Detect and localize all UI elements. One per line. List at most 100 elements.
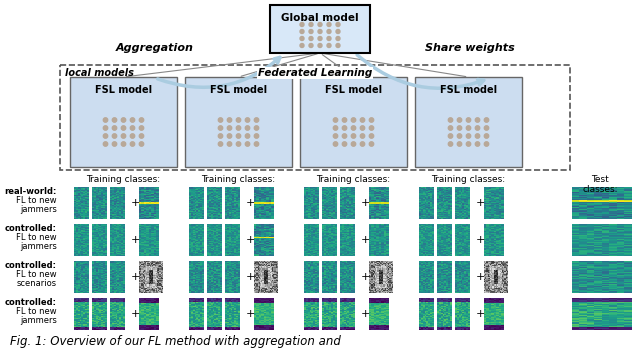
Circle shape (467, 134, 470, 138)
Text: +: + (246, 198, 255, 208)
Circle shape (333, 126, 338, 130)
Circle shape (484, 134, 489, 138)
Circle shape (140, 118, 144, 122)
Text: Global model: Global model (281, 13, 359, 23)
Circle shape (369, 126, 374, 130)
Circle shape (342, 142, 347, 146)
Text: +: + (246, 272, 255, 282)
Bar (270, 5, 370, 53)
Circle shape (112, 126, 116, 130)
Text: jammers: jammers (20, 242, 57, 251)
Text: FSL model: FSL model (325, 85, 382, 95)
Circle shape (131, 118, 134, 122)
Circle shape (131, 142, 134, 146)
Text: Training classes:: Training classes: (86, 175, 161, 184)
Circle shape (112, 118, 116, 122)
Text: +: + (476, 235, 485, 245)
Circle shape (112, 134, 116, 138)
Circle shape (318, 23, 322, 26)
Circle shape (333, 118, 338, 122)
Circle shape (131, 126, 134, 130)
Bar (415, 77, 522, 167)
Circle shape (458, 134, 461, 138)
Circle shape (448, 126, 452, 130)
Text: +: + (476, 309, 485, 319)
Circle shape (227, 126, 232, 130)
Circle shape (103, 134, 108, 138)
Circle shape (458, 126, 461, 130)
Circle shape (112, 142, 116, 146)
Bar (70, 77, 177, 167)
Text: Test
classes:: Test classes: (582, 175, 618, 194)
Circle shape (467, 142, 470, 146)
Text: local models: local models (65, 68, 134, 78)
Circle shape (318, 44, 322, 48)
Circle shape (351, 142, 356, 146)
Circle shape (327, 29, 331, 34)
Text: +: + (361, 198, 371, 208)
Circle shape (140, 126, 144, 130)
Circle shape (236, 134, 241, 138)
Circle shape (360, 118, 365, 122)
Text: Federated Learning: Federated Learning (258, 68, 372, 78)
Circle shape (476, 126, 480, 130)
Circle shape (458, 118, 461, 122)
Text: FSL model: FSL model (210, 85, 267, 95)
Text: FSL model: FSL model (95, 85, 152, 95)
Text: jammers: jammers (20, 316, 57, 325)
Circle shape (245, 126, 250, 130)
Circle shape (369, 118, 374, 122)
Circle shape (300, 37, 304, 40)
Circle shape (351, 118, 356, 122)
Text: Training classes:: Training classes: (431, 175, 506, 184)
Circle shape (333, 134, 338, 138)
Circle shape (309, 44, 313, 48)
Bar (300, 77, 407, 167)
Text: FL to new: FL to new (17, 196, 57, 205)
Text: real-world:: real-world: (4, 187, 57, 196)
Text: +: + (131, 309, 140, 319)
Text: Share weights: Share weights (425, 43, 515, 53)
Circle shape (245, 142, 250, 146)
Text: FL to new: FL to new (17, 233, 57, 242)
Text: Training classes:: Training classes: (202, 175, 276, 184)
Circle shape (448, 142, 452, 146)
Circle shape (476, 134, 480, 138)
Circle shape (131, 134, 134, 138)
Circle shape (254, 142, 259, 146)
Circle shape (140, 134, 144, 138)
Circle shape (467, 126, 470, 130)
Circle shape (342, 118, 347, 122)
Circle shape (218, 142, 223, 146)
Circle shape (309, 29, 313, 34)
Circle shape (218, 118, 223, 122)
Circle shape (484, 142, 489, 146)
Circle shape (227, 118, 232, 122)
Circle shape (448, 134, 452, 138)
Circle shape (122, 142, 125, 146)
Circle shape (318, 37, 322, 40)
Circle shape (476, 142, 480, 146)
Circle shape (360, 142, 365, 146)
Circle shape (103, 118, 108, 122)
Text: Training classes:: Training classes: (316, 175, 390, 184)
Circle shape (227, 134, 232, 138)
Text: Fig. 1: Overview of our FL method with aggregation and: Fig. 1: Overview of our FL method with a… (10, 335, 341, 348)
Circle shape (360, 126, 365, 130)
Text: FSL model: FSL model (440, 85, 497, 95)
Circle shape (351, 126, 356, 130)
Circle shape (327, 37, 331, 40)
Circle shape (236, 126, 241, 130)
Circle shape (484, 126, 489, 130)
Text: +: + (131, 272, 140, 282)
Circle shape (140, 142, 144, 146)
Circle shape (122, 118, 125, 122)
Circle shape (254, 134, 259, 138)
Text: controlled:: controlled: (5, 224, 57, 233)
Circle shape (484, 118, 489, 122)
Text: +: + (246, 309, 255, 319)
Circle shape (369, 142, 374, 146)
Circle shape (227, 142, 232, 146)
Circle shape (254, 118, 259, 122)
Circle shape (218, 126, 223, 130)
